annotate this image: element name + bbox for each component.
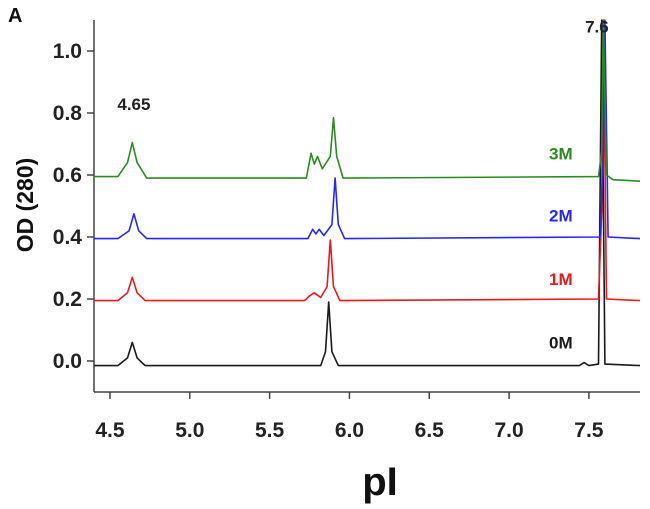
x-ticks: 4.5 5.0 5.5 6.0 6.5 7.0 7.5 [95, 392, 604, 442]
x-tick-label: 4.5 [95, 419, 125, 442]
series-line-3m [94, 19, 640, 182]
annotations: 4.65 7.6 [117, 17, 608, 114]
panel-label: A [8, 5, 22, 27]
y-tick-label: 1.0 [53, 40, 82, 63]
y-ticks: 0.0 0.2 0.4 0.6 0.8 1.0 [53, 40, 94, 373]
series-line-0m [94, 19, 640, 367]
x-tick-label: 7.5 [574, 419, 604, 442]
y-tick-label: 0.0 [53, 350, 82, 373]
series-line-2m [94, 19, 640, 240]
series-label-0m: 0M [549, 333, 573, 352]
series-labels: 0M 1M 2M 3M [549, 144, 573, 352]
series-label-2m: 2M [549, 206, 573, 225]
x-axis-title: pI [362, 460, 398, 504]
y-axis-title: OD (280) [12, 158, 38, 253]
y-tick-label: 0.8 [53, 102, 83, 125]
series-label-3m: 3M [549, 144, 573, 163]
series-layer [94, 19, 640, 367]
x-tick-label: 5.5 [255, 419, 285, 442]
y-tick-label: 0.4 [53, 226, 83, 249]
x-tick-label: 7.0 [494, 419, 523, 442]
x-tick-label: 6.5 [415, 419, 445, 442]
y-tick-label: 0.6 [53, 164, 82, 187]
x-tick-label: 6.0 [335, 419, 364, 442]
peak-annotation: 7.6 [585, 17, 609, 36]
peak-annotation: 4.65 [117, 95, 150, 114]
series-label-1m: 1M [549, 270, 573, 289]
y-tick-label: 0.2 [53, 288, 82, 311]
x-tick-label: 5.0 [175, 419, 204, 442]
